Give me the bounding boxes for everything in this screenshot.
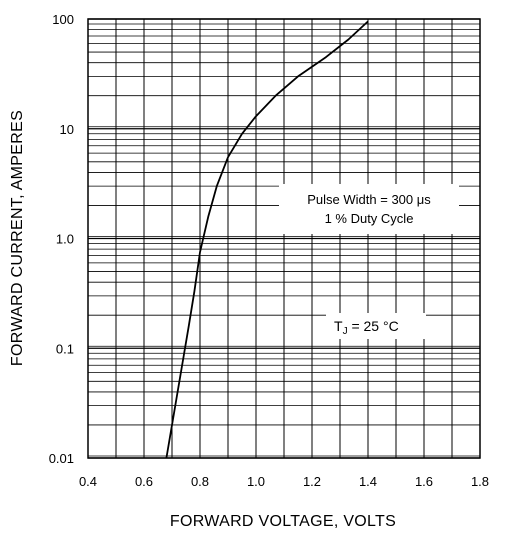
y-tick-label: 0.01 bbox=[49, 451, 74, 466]
x-tick-label: 1.0 bbox=[247, 474, 265, 489]
y-tick-label: 10 bbox=[60, 122, 74, 137]
x-axis-title: FORWARD VOLTAGE, VOLTS bbox=[170, 513, 396, 530]
x-tick-label: 1.8 bbox=[471, 474, 489, 489]
y-tick-label: 100 bbox=[52, 12, 74, 27]
x-tick-label: 1.6 bbox=[415, 474, 433, 489]
x-tick-label: 0.6 bbox=[135, 474, 153, 489]
y-axis-ticks: 0.01 0.1 1.0 10 100 bbox=[49, 12, 74, 466]
x-tick-label: 1.4 bbox=[359, 474, 377, 489]
grid bbox=[87, 18, 481, 459]
y-axis-title: FORWARD CURRENT, AMPERES bbox=[9, 110, 26, 366]
y-tick-label: 0.1 bbox=[56, 341, 74, 356]
tj-label: TJ = 25 °C bbox=[334, 318, 399, 337]
x-axis-ticks: 0.4 0.6 0.8 1.0 1.2 1.4 1.6 1.8 bbox=[79, 474, 489, 489]
series-group bbox=[165, 20, 369, 459]
tj-subscript: J bbox=[343, 326, 348, 337]
x-tick-label: 0.8 bbox=[191, 474, 209, 489]
x-tick-label: 0.4 bbox=[79, 474, 97, 489]
tj-symbol: T bbox=[334, 318, 343, 334]
x-tick-label: 1.2 bbox=[303, 474, 321, 489]
series-line bbox=[165, 20, 369, 459]
pulse-width-label: Pulse Width = 300 μs bbox=[307, 192, 431, 207]
duty-cycle-label: 1 % Duty Cycle bbox=[325, 211, 414, 226]
tj-box bbox=[326, 313, 426, 339]
pulse-width-box bbox=[279, 184, 459, 234]
y-tick-label: 1.0 bbox=[56, 232, 74, 247]
tj-value: = 25 °C bbox=[348, 318, 399, 334]
plot-frame bbox=[87, 18, 481, 459]
